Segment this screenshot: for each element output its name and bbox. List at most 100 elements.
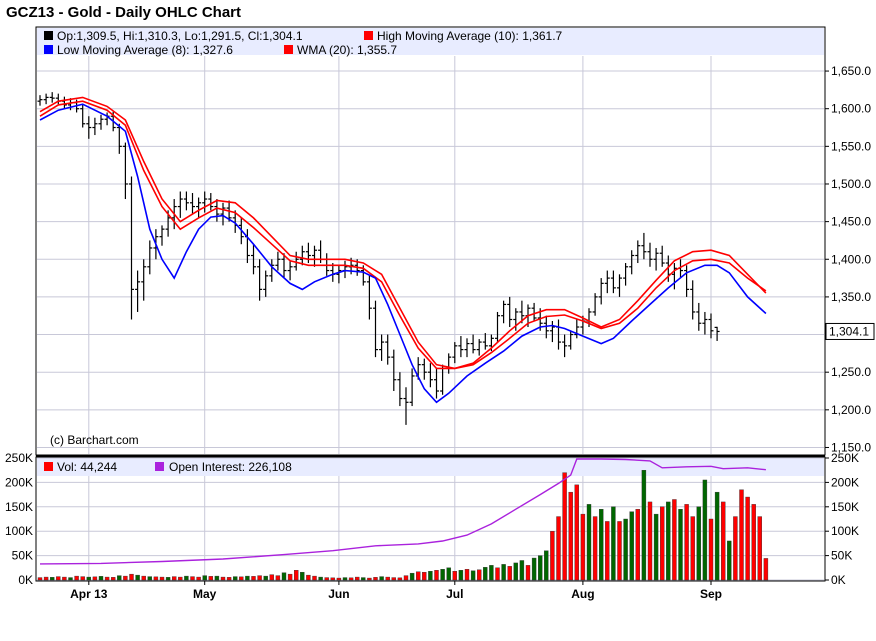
ohlc-bar: [434, 368, 439, 399]
ohlc-bar: [287, 260, 293, 281]
ohlc-bar: [366, 275, 372, 320]
volume-bar: [214, 575, 220, 581]
volume-bar: [141, 575, 146, 581]
watermark: (c) Barchart.com: [50, 433, 139, 447]
ohlc-bar: [531, 302, 537, 321]
ohlc-bar: [562, 334, 568, 358]
volume-bar: [74, 575, 79, 581]
ohlc-bar: [196, 197, 202, 218]
ohlc-bar: [135, 270, 141, 312]
ohlc-bar: [549, 320, 555, 343]
volume-bar: [208, 576, 214, 581]
ohlc-bar: [80, 104, 86, 128]
volume-bar: [56, 576, 61, 581]
ohlc-bar: [598, 278, 604, 305]
volume-bar: [165, 577, 171, 581]
volume-bar: [117, 575, 122, 581]
volume-bar: [403, 575, 409, 581]
volume-tick-label-right: 0K: [831, 573, 846, 587]
volume-bar: [550, 531, 555, 581]
volume-bar: [727, 540, 732, 581]
volume-bar: [714, 491, 720, 581]
volume-bar: [123, 575, 128, 581]
volume-bar: [629, 511, 634, 581]
volume-bar: [672, 499, 677, 581]
volume-bar: [653, 513, 659, 581]
ohlc-bar: [458, 336, 464, 358]
ohlc-bar: [482, 333, 488, 350]
high-ma-legend-swatch: [364, 31, 373, 40]
volume-bar: [220, 576, 226, 581]
volume-bar: [367, 577, 372, 581]
ohlc-bar: [43, 93, 49, 105]
ohlc-bar: [629, 250, 635, 275]
x-tick-label: Apr 13: [70, 587, 108, 601]
volume-tick-label-right: 100K: [831, 524, 859, 538]
volume-bar: [428, 571, 433, 581]
volume-bar: [440, 569, 445, 581]
x-tick-label: Jun: [328, 587, 349, 601]
volume-bar: [37, 577, 43, 581]
volume-tick-label-left: 200K: [5, 475, 33, 489]
volume-tick-label-right: 250K: [831, 451, 859, 465]
volume-bar: [397, 577, 403, 581]
volume-bar: [245, 575, 250, 581]
volume-bar: [751, 504, 756, 581]
oi-legend-text: Open Interest: 226,108: [169, 460, 292, 474]
last-price-marker: 1,304.1: [825, 322, 875, 340]
price-tick-label: 1,250.0: [831, 365, 871, 379]
ohlc-bar: [671, 263, 677, 290]
ohlc-bar: [409, 368, 415, 407]
volume-tick-label-left: 150K: [5, 500, 33, 514]
volume-bar: [226, 577, 232, 581]
volume-bar: [306, 574, 311, 581]
volume-tick-label-left: 100K: [5, 524, 33, 538]
ohlc-bar: [312, 245, 317, 267]
volume-tick-label-left: 50K: [12, 549, 33, 563]
volume-bar: [68, 577, 73, 581]
volume-bar: [702, 479, 708, 581]
open-interest-line: [39, 458, 766, 565]
volume-bar: [556, 516, 561, 581]
ohlc-bar: [519, 300, 525, 324]
volume-bar: [153, 576, 159, 581]
price-legend-bar: [37, 28, 824, 55]
ohlc-legend-text: Op:1,309.5, Hi:1,310.3, Lo:1,291.5, Cl:1…: [57, 29, 303, 43]
ohlc-bar: [421, 358, 427, 380]
high-ma-legend-text: High Moving Average (10): 1,361.7: [377, 29, 563, 43]
price-tick-label: 1,500.0: [831, 177, 871, 191]
ma-line: [39, 100, 767, 370]
x-tick-label: Sep: [700, 587, 722, 601]
volume-bar: [50, 577, 55, 581]
ohlc-bar: [37, 95, 43, 106]
volume-bar: [660, 506, 665, 581]
ohlc-bar: [336, 265, 342, 284]
volume-bar: [684, 504, 689, 581]
ohlc-bar: [696, 302, 702, 331]
volume-bar: [232, 576, 238, 581]
price-tick-label: 1,200.0: [831, 403, 871, 417]
ohlc-bar: [208, 193, 214, 211]
ohlc-bar: [495, 311, 500, 343]
volume-bar: [525, 565, 531, 581]
price-tick-label: 1,150.0: [831, 440, 871, 454]
volume-bar: [489, 565, 494, 581]
volume-bar: [477, 569, 482, 581]
ohlc-bar: [391, 349, 397, 392]
ohlc-bar: [513, 308, 519, 331]
volume-tick-label-left: 0K: [18, 573, 33, 587]
ohlc-bar: [281, 253, 287, 279]
x-tick-label: Aug: [571, 587, 594, 601]
ohlc-bar: [257, 259, 263, 301]
volume-bar: [263, 575, 268, 581]
price-tick-label: 1,350.0: [831, 290, 871, 304]
wma-legend-swatch: [284, 45, 293, 54]
ohlc-bar: [403, 387, 409, 425]
price-tick-label: 1,550.0: [831, 139, 871, 153]
volume-bar: [287, 573, 293, 581]
volume-bar: [269, 574, 274, 581]
volume-bar: [86, 576, 92, 581]
volume-bar: [300, 571, 305, 581]
x-tick-label: Jul: [446, 587, 463, 601]
volume-bar: [294, 570, 299, 581]
